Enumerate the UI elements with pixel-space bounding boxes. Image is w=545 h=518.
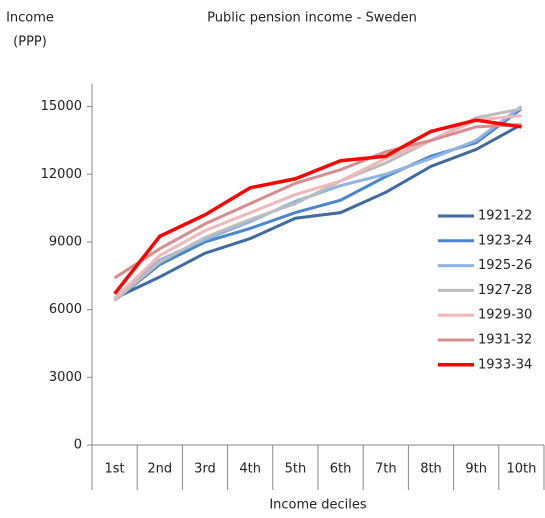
x-tick-label: 2nd	[147, 462, 172, 477]
legend-label: 1927-28	[478, 283, 532, 298]
series-line	[113, 123, 522, 280]
series-line	[113, 114, 522, 300]
x-tick-label: 6th	[330, 462, 352, 477]
y-tick-label: 3000	[49, 370, 82, 385]
legend-label: 1921-22	[478, 209, 532, 224]
legend-label: 1931-32	[478, 333, 532, 348]
x-axis-label: Income deciles	[269, 498, 367, 513]
x-tick-label: 5th	[285, 462, 307, 477]
x-tick-label: 4th	[239, 462, 261, 477]
x-tick-label: 3rd	[194, 462, 216, 477]
series-line	[113, 107, 522, 302]
x-tick-label: 1st	[105, 462, 125, 477]
series-line	[113, 123, 523, 300]
x-tick-label: 9th	[465, 462, 487, 477]
y-tick-label: 15000	[41, 99, 82, 114]
series-line	[113, 118, 522, 295]
chart-title: Public pension income - Sweden	[207, 11, 417, 26]
legend-label: 1933-34	[478, 357, 532, 372]
y-axis-label: (PPP)	[13, 35, 47, 50]
x-tick-label: 10th	[506, 462, 536, 477]
y-tick-label: 6000	[49, 302, 82, 317]
legend-label: 1925-26	[478, 258, 532, 273]
y-axis-label: Income	[6, 11, 54, 26]
y-tick-label: 0	[74, 438, 82, 453]
x-tick-label: 7th	[375, 462, 397, 477]
x-tick-label: 8th	[420, 462, 442, 477]
legend-label: 1929-30	[478, 308, 532, 323]
y-tick-label: 9000	[49, 234, 82, 249]
legend-label: 1923-24	[478, 233, 532, 248]
series-line	[113, 107, 523, 302]
y-tick-label: 12000	[41, 167, 82, 182]
